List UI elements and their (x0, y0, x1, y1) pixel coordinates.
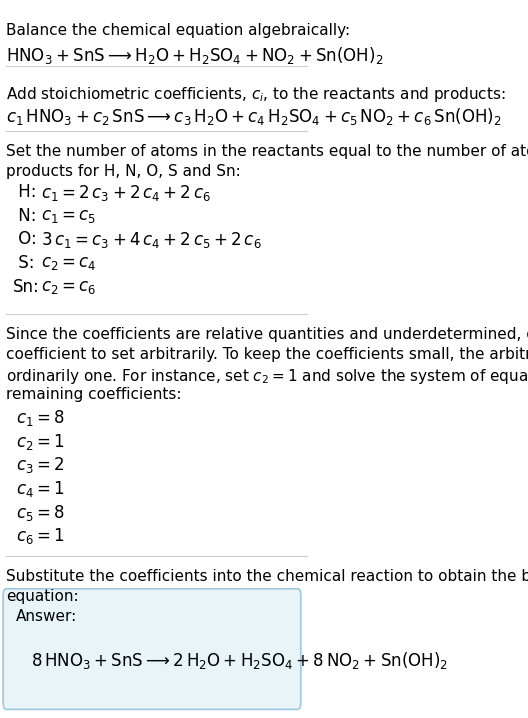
Text: Sn:: Sn: (13, 278, 39, 296)
Text: Balance the chemical equation algebraically:: Balance the chemical equation algebraica… (6, 23, 351, 38)
Text: ordinarily one. For instance, set $c_2 = 1$ and solve the system of equations fo: ordinarily one. For instance, set $c_2 =… (6, 367, 528, 386)
Text: $c_1 = c_5$: $c_1 = c_5$ (41, 207, 96, 225)
Text: equation:: equation: (6, 589, 79, 604)
Text: $c_4 = 1$: $c_4 = 1$ (16, 479, 64, 499)
Text: O:: O: (13, 230, 36, 248)
Text: $c_3 = 2$: $c_3 = 2$ (16, 455, 64, 475)
Text: remaining coefficients:: remaining coefficients: (6, 387, 182, 402)
Text: Set the number of atoms in the reactants equal to the number of atoms in the: Set the number of atoms in the reactants… (6, 144, 528, 159)
Text: $c_1 = 8$: $c_1 = 8$ (16, 408, 64, 428)
Text: S:: S: (13, 254, 34, 272)
Text: $c_6 = 1$: $c_6 = 1$ (16, 526, 64, 546)
Text: $c_2 = c_4$: $c_2 = c_4$ (41, 254, 96, 272)
Text: $8\,\mathrm{HNO_3 + SnS} \longrightarrow 2\,\mathrm{H_2O + H_2SO_4} + 8\,\mathrm: $8\,\mathrm{HNO_3 + SnS} \longrightarrow… (31, 650, 448, 671)
FancyBboxPatch shape (3, 589, 301, 709)
Text: N:: N: (13, 207, 36, 225)
Text: $c_1 = 2\,c_3 + 2\,c_4 + 2\,c_6$: $c_1 = 2\,c_3 + 2\,c_4 + 2\,c_6$ (41, 183, 211, 203)
Text: coefficient to set arbitrarily. To keep the coefficients small, the arbitrary va: coefficient to set arbitrarily. To keep … (6, 347, 528, 362)
Text: $3\,c_1 = c_3 + 4\,c_4 + 2\,c_5 + 2\,c_6$: $3\,c_1 = c_3 + 4\,c_4 + 2\,c_5 + 2\,c_6… (41, 230, 261, 251)
Text: Answer:: Answer: (16, 609, 77, 624)
Text: $c_2 = 1$: $c_2 = 1$ (16, 432, 64, 452)
Text: $c_5 = 8$: $c_5 = 8$ (16, 503, 64, 523)
Text: Since the coefficients are relative quantities and underdetermined, choose a: Since the coefficients are relative quan… (6, 327, 528, 342)
Text: products for H, N, O, S and Sn:: products for H, N, O, S and Sn: (6, 164, 241, 179)
Text: Add stoichiometric coefficients, $c_i$, to the reactants and products:: Add stoichiometric coefficients, $c_i$, … (6, 85, 506, 103)
Text: H:: H: (13, 183, 36, 201)
Text: $\mathrm{HNO_3 + SnS \longrightarrow H_2O + H_2SO_4 + NO_2 + Sn(OH)_2}$: $\mathrm{HNO_3 + SnS \longrightarrow H_2… (6, 45, 384, 65)
Text: $c_1\,\mathrm{HNO_3} + c_2\,\mathrm{SnS} \longrightarrow c_3\,\mathrm{H_2O} + c_: $c_1\,\mathrm{HNO_3} + c_2\,\mathrm{SnS}… (6, 106, 502, 127)
Text: Substitute the coefficients into the chemical reaction to obtain the balanced: Substitute the coefficients into the che… (6, 569, 528, 584)
Text: $c_2 = c_6$: $c_2 = c_6$ (41, 278, 96, 296)
